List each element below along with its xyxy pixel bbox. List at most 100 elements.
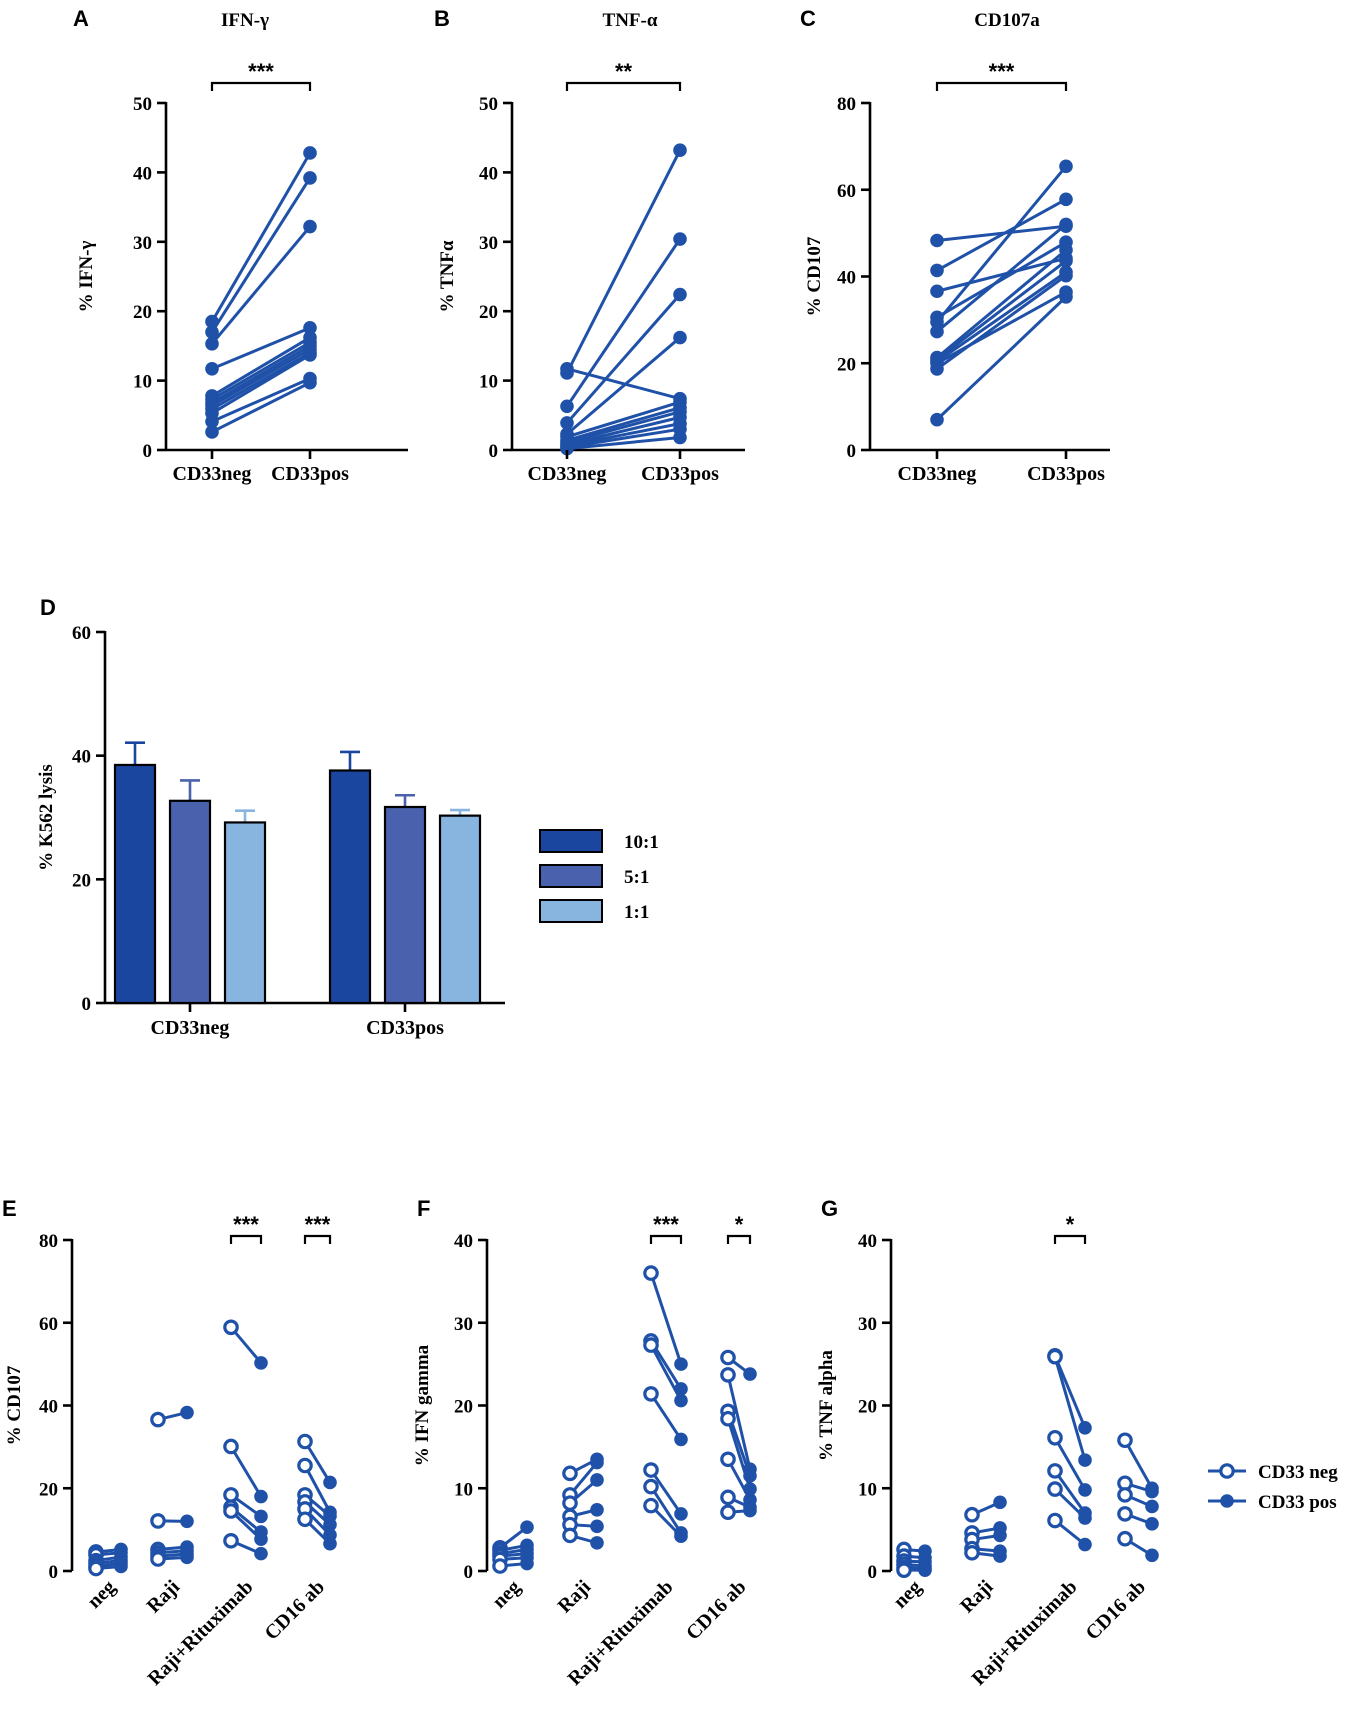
x-category-label: CD33pos <box>641 463 719 485</box>
data-point-cd33pos <box>673 232 687 246</box>
data-point-cd33pos <box>303 171 317 185</box>
y-tick-label: 0 <box>82 994 92 1015</box>
panel-letter: C <box>800 6 816 31</box>
data-point-cd33-pos <box>254 1546 268 1561</box>
pair-line <box>211 336 311 398</box>
data-point-cd33-pos <box>918 1563 932 1577</box>
y-tick-label: 0 <box>868 1562 878 1583</box>
pair-line <box>1053 1355 1087 1429</box>
data-point-cd33-neg <box>720 1410 736 1427</box>
y-tick-label: 20 <box>72 870 91 891</box>
bar-5:1 <box>168 799 212 1005</box>
legend-item-bar: 5:1 <box>539 864 649 888</box>
data-point-cd33-pos <box>1078 1483 1092 1497</box>
y-tick-label: 10 <box>858 1479 877 1500</box>
y-tick-label: 20 <box>454 1397 473 1418</box>
bar-5:1 <box>383 805 427 1005</box>
significance-bracket <box>210 81 312 91</box>
data-point-cd33-neg <box>562 1465 578 1482</box>
data-point-cd33-pos <box>1078 1511 1092 1525</box>
pair-line <box>649 1272 683 1365</box>
data-point-cd33pos <box>1059 243 1073 257</box>
significance-label: *** <box>233 1212 259 1237</box>
panel-letter: F <box>417 1196 430 1221</box>
y-tick-label: 0 <box>847 441 857 462</box>
y-tick-label: 20 <box>858 1397 877 1418</box>
pair-line <box>566 422 681 448</box>
panel-a: A IFN-γ 0 10 20 30 40 50 % IFN-γ CD33neg CD33pos **… <box>73 6 408 485</box>
bar-10:1 <box>113 763 157 1005</box>
y-tick-label: 30 <box>133 233 152 254</box>
data-point-cd33-pos <box>674 1357 688 1371</box>
significance-label: ** <box>615 59 633 84</box>
data-point-cd33-neg <box>150 1513 166 1529</box>
legend-points: CD33 neg CD33 pos <box>1208 1462 1338 1513</box>
y-tick-label: 40 <box>858 1231 877 1252</box>
x-category-label: CD33neg <box>151 1017 230 1039</box>
pair-line <box>1053 1470 1087 1514</box>
data-point-cd33-pos <box>590 1473 604 1487</box>
data-point-cd33-pos <box>180 1550 194 1565</box>
y-tick-label: 20 <box>837 354 856 375</box>
data-point-cd33pos <box>673 287 687 302</box>
legend-item-bar: 10:1 <box>539 829 659 853</box>
data-point-cd33neg <box>930 315 944 329</box>
data-point-cd33-pos <box>590 1536 604 1550</box>
pair-line <box>565 238 682 408</box>
data-point-cd33-pos <box>114 1559 128 1574</box>
x-category-label: CD16 ab <box>682 1576 751 1645</box>
data-point-cd33-neg <box>223 1503 239 1519</box>
x-category-label: neg <box>889 1576 926 1613</box>
data-point-cd33-pos <box>674 1507 688 1521</box>
y-tick-label: 10 <box>133 372 152 393</box>
data-point-cd33-neg <box>643 1265 659 1281</box>
y-tick-label: 40 <box>72 747 91 768</box>
pair-line <box>211 377 311 423</box>
data-point-cd33-pos <box>254 1356 268 1370</box>
data-point-cd33-pos <box>674 1393 688 1408</box>
data-point-cd33-neg <box>88 1560 104 1577</box>
legend-swatch <box>539 829 603 853</box>
y-tick-label: 30 <box>479 233 498 254</box>
data-point-cd33-pos <box>1078 1537 1092 1552</box>
data-point-cd33neg <box>205 337 219 351</box>
data-point-cd33-neg <box>643 1386 659 1402</box>
pair-line <box>936 270 1067 363</box>
data-point-cd33pos <box>1059 285 1073 299</box>
significance-bracket <box>726 1234 752 1244</box>
pair-line <box>936 274 1067 371</box>
significance-label: * <box>735 1212 744 1237</box>
pair-line <box>566 406 681 442</box>
data-point-cd33pos <box>1059 159 1073 174</box>
data-point-cd33-neg <box>562 1495 578 1511</box>
pair-line <box>935 165 1068 324</box>
data-point-cd33-pos <box>520 1556 534 1571</box>
pair-line <box>566 367 681 401</box>
data-point-cd33-pos <box>1078 1453 1092 1467</box>
pair-line <box>936 197 1067 272</box>
pair-line <box>303 1440 332 1484</box>
data-point-cd33-pos <box>1078 1421 1092 1435</box>
data-point-cd33-pos <box>590 1455 604 1470</box>
y-tick-label: 30 <box>454 1314 473 1335</box>
data-point-cd33-neg <box>223 1319 239 1336</box>
x-category-label: neg <box>488 1576 525 1613</box>
legend-bars: 10:1 5:1 1:1 <box>539 829 659 923</box>
pair-line <box>649 1469 683 1515</box>
y-tick-label: 80 <box>39 1231 58 1252</box>
data-point-cd33-pos <box>323 1536 337 1551</box>
y-axis-label: % IFN-γ <box>76 241 97 313</box>
pair-line <box>566 427 681 449</box>
data-point-cd33-neg <box>896 1562 912 1578</box>
data-point-cd33-neg <box>1047 1512 1063 1529</box>
legend-label: 10:1 <box>624 832 659 853</box>
data-point-cd33-neg <box>223 1438 239 1455</box>
pair-line <box>211 344 311 405</box>
data-point-cd33-neg <box>1047 1481 1063 1497</box>
significance-label: *** <box>989 59 1015 84</box>
data-point-cd33neg <box>930 356 944 371</box>
data-point-cd33-neg <box>643 1462 659 1478</box>
data-point-cd33neg <box>205 425 219 439</box>
y-tick-label: 0 <box>49 1562 59 1583</box>
